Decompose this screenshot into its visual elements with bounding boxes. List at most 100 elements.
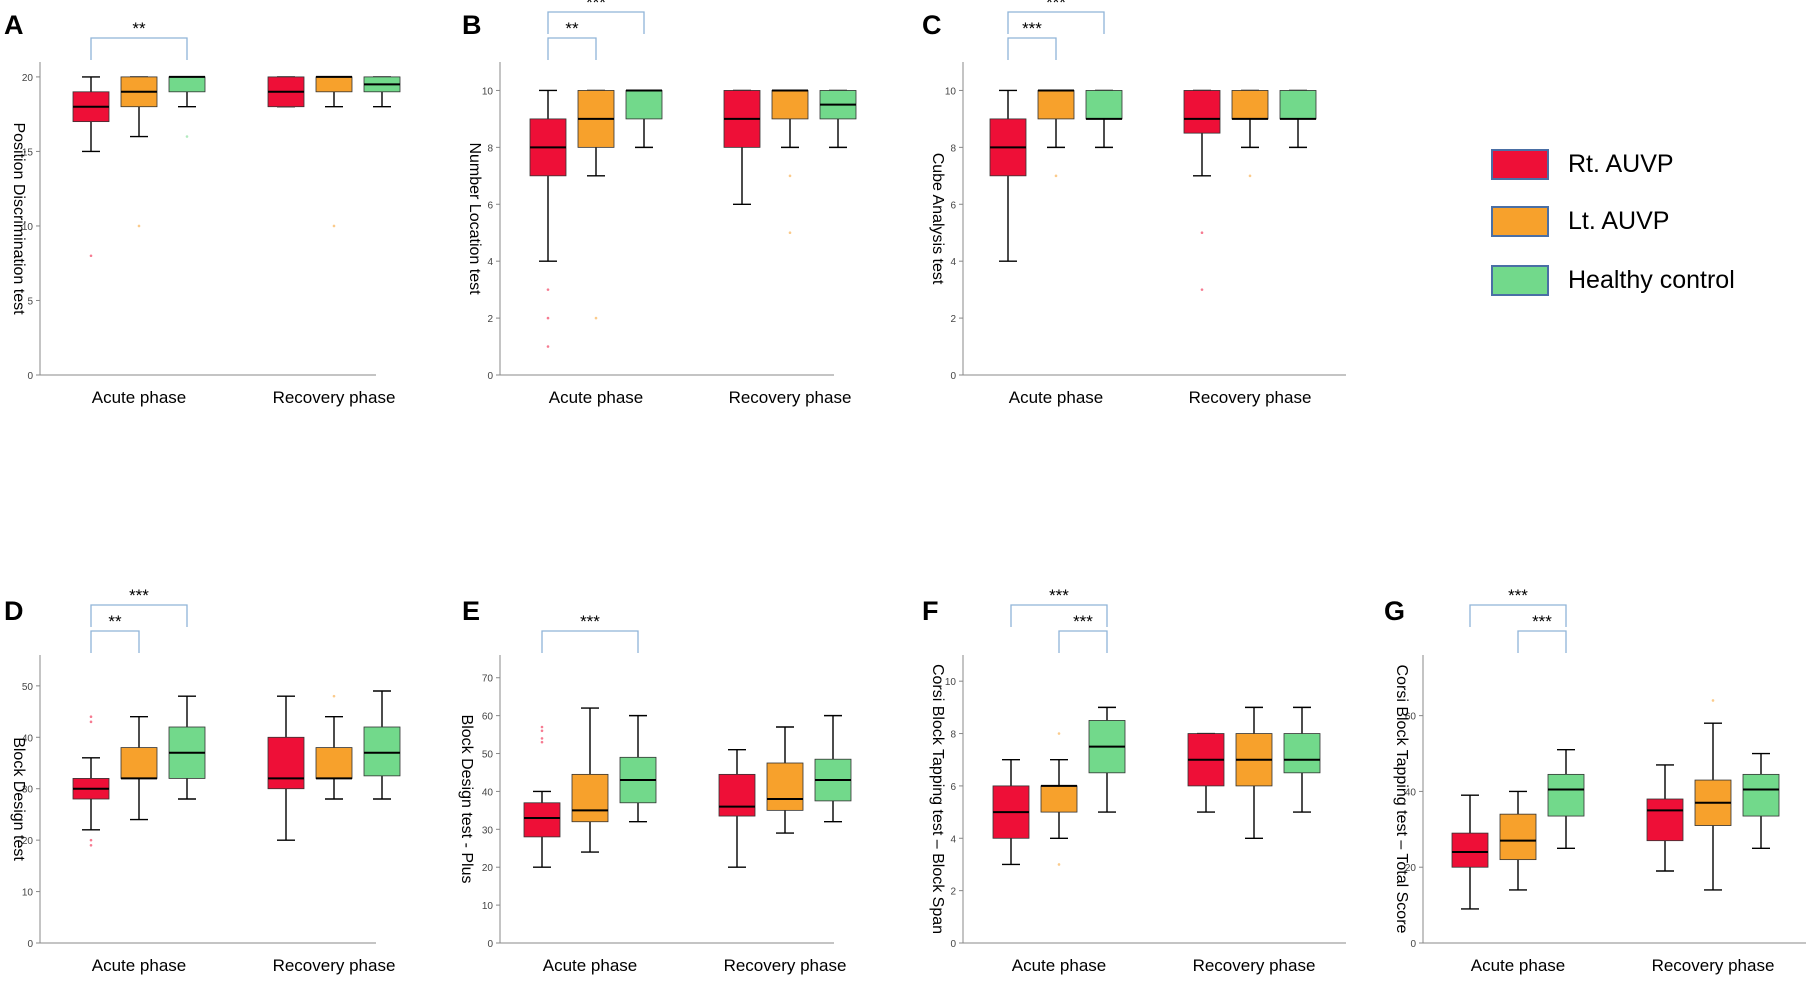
box-healthy-control-acute bbox=[168, 695, 206, 800]
box-iqr bbox=[1040, 785, 1078, 813]
y-tick-label: 2 bbox=[950, 314, 956, 325]
box-iqr bbox=[120, 747, 158, 779]
y-tick-label: 6 bbox=[950, 782, 956, 793]
y-tick-label: 10 bbox=[22, 888, 34, 899]
outlier-point bbox=[89, 838, 93, 842]
outlier-point bbox=[1711, 699, 1715, 702]
outlier-point bbox=[1057, 863, 1061, 866]
box-lt-auvp-recovery bbox=[315, 75, 353, 228]
significance-bracket: *** bbox=[1469, 586, 1567, 627]
outlier-point bbox=[1200, 288, 1204, 291]
y-tick-label: 40 bbox=[22, 733, 34, 744]
significance-bracket: *** bbox=[1517, 612, 1567, 653]
significance-label: *** bbox=[1073, 612, 1093, 631]
significance-label: ** bbox=[108, 612, 122, 631]
box-healthy-control-acute bbox=[1085, 89, 1123, 149]
bracket-line bbox=[541, 630, 639, 653]
significance-bracket: ** bbox=[547, 19, 597, 60]
y-tick-label: 2 bbox=[487, 314, 493, 325]
y-tick-label: 30 bbox=[22, 785, 34, 796]
box-healthy-control-recovery bbox=[1279, 89, 1317, 149]
bracket-line bbox=[90, 630, 140, 653]
box-iqr bbox=[1231, 90, 1269, 120]
x-group-label: Acute phase bbox=[543, 956, 638, 975]
box-rt-auvp-acute bbox=[992, 759, 1030, 866]
y-axis-label: Cube Analysis test bbox=[929, 153, 946, 285]
box-lt-auvp-acute bbox=[1040, 732, 1078, 866]
outlier-point bbox=[332, 694, 336, 698]
y-tick-label: 0 bbox=[27, 939, 33, 950]
panel-letter: G bbox=[1384, 596, 1405, 626]
box-iqr bbox=[168, 76, 206, 93]
bracket-line bbox=[1007, 37, 1057, 60]
box-healthy-control-recovery bbox=[1742, 752, 1780, 849]
box-rt-auvp-recovery bbox=[267, 76, 305, 108]
significance-label: *** bbox=[1508, 586, 1528, 605]
significance-bracket: *** bbox=[541, 612, 639, 653]
box-iqr bbox=[363, 726, 401, 777]
box-lt-auvp-recovery bbox=[1231, 89, 1269, 178]
box-lt-auvp-acute bbox=[571, 707, 609, 853]
bracket-line bbox=[547, 37, 597, 60]
outlier-point bbox=[137, 224, 141, 228]
y-tick-label: 30 bbox=[482, 825, 494, 836]
y-axis-label: Position Discrimination test bbox=[10, 122, 27, 315]
significance-label: *** bbox=[586, 0, 606, 12]
significance-label: *** bbox=[1022, 19, 1042, 38]
box-iqr bbox=[1451, 832, 1489, 868]
bracket-line bbox=[1058, 630, 1108, 653]
y-tick-label: 10 bbox=[945, 677, 957, 688]
outlier-point bbox=[185, 135, 189, 138]
box-rt-auvp-recovery bbox=[718, 749, 756, 868]
outlier-point bbox=[594, 316, 598, 320]
outlier-point bbox=[546, 345, 550, 348]
bracket-line bbox=[1517, 630, 1567, 653]
box-rt-auvp-recovery bbox=[1646, 764, 1684, 872]
significance-bracket: *** bbox=[1010, 586, 1108, 627]
legend-label: Healthy control bbox=[1568, 266, 1735, 294]
box-healthy-control-acute bbox=[625, 89, 663, 149]
x-group-label: Acute phase bbox=[1012, 956, 1107, 975]
significance-bracket: ** bbox=[90, 19, 188, 60]
box-lt-auvp-recovery bbox=[1694, 699, 1732, 891]
box-healthy-control-recovery bbox=[1283, 706, 1321, 813]
significance-label: ** bbox=[565, 19, 579, 38]
outlier-point bbox=[540, 725, 544, 729]
box-lt-auvp-acute bbox=[1499, 790, 1537, 891]
box-rt-auvp-recovery bbox=[1187, 732, 1225, 813]
y-tick-label: 50 bbox=[22, 682, 34, 693]
y-tick-label: 8 bbox=[950, 730, 956, 741]
significance-bracket: *** bbox=[90, 586, 188, 627]
box-rt-auvp-recovery bbox=[723, 89, 761, 205]
x-group-label: Acute phase bbox=[1471, 956, 1566, 975]
outlier-point bbox=[89, 254, 93, 258]
legend-swatch bbox=[1491, 149, 1549, 180]
box-lt-auvp-acute bbox=[120, 76, 158, 228]
x-group-label: Acute phase bbox=[92, 956, 187, 975]
y-tick-label: 0 bbox=[487, 939, 493, 950]
significance-bracket: *** bbox=[1007, 0, 1105, 34]
panel-c: C 0 2 4 6 8 10 Cube Analysis test Acute phase Rec… bbox=[922, 0, 1346, 407]
y-tick-label: 10 bbox=[482, 86, 494, 97]
box-iqr bbox=[571, 773, 609, 823]
y-axis-label: Block Design test bbox=[10, 737, 27, 861]
panel-letter: B bbox=[462, 10, 482, 40]
y-tick-label: 0 bbox=[950, 939, 956, 950]
y-tick-label: 20 bbox=[1405, 863, 1417, 874]
significance-label: *** bbox=[1049, 586, 1069, 605]
y-tick-label: 20 bbox=[482, 863, 494, 874]
panel-letter: F bbox=[922, 596, 939, 626]
panel-letter: E bbox=[462, 596, 480, 626]
y-tick-label: 20 bbox=[22, 73, 34, 84]
box-lt-auvp-recovery bbox=[771, 89, 809, 235]
box-healthy-control-recovery bbox=[363, 76, 401, 108]
box-iqr bbox=[771, 90, 809, 120]
outlier-point bbox=[788, 231, 792, 235]
y-tick-label: 20 bbox=[22, 836, 34, 847]
panel-letter: C bbox=[922, 10, 942, 40]
outlier-point bbox=[540, 737, 544, 740]
significance-bracket: *** bbox=[547, 0, 645, 34]
legend: Rt. AUVP Lt. AUVP Healthy control bbox=[1491, 149, 1735, 296]
